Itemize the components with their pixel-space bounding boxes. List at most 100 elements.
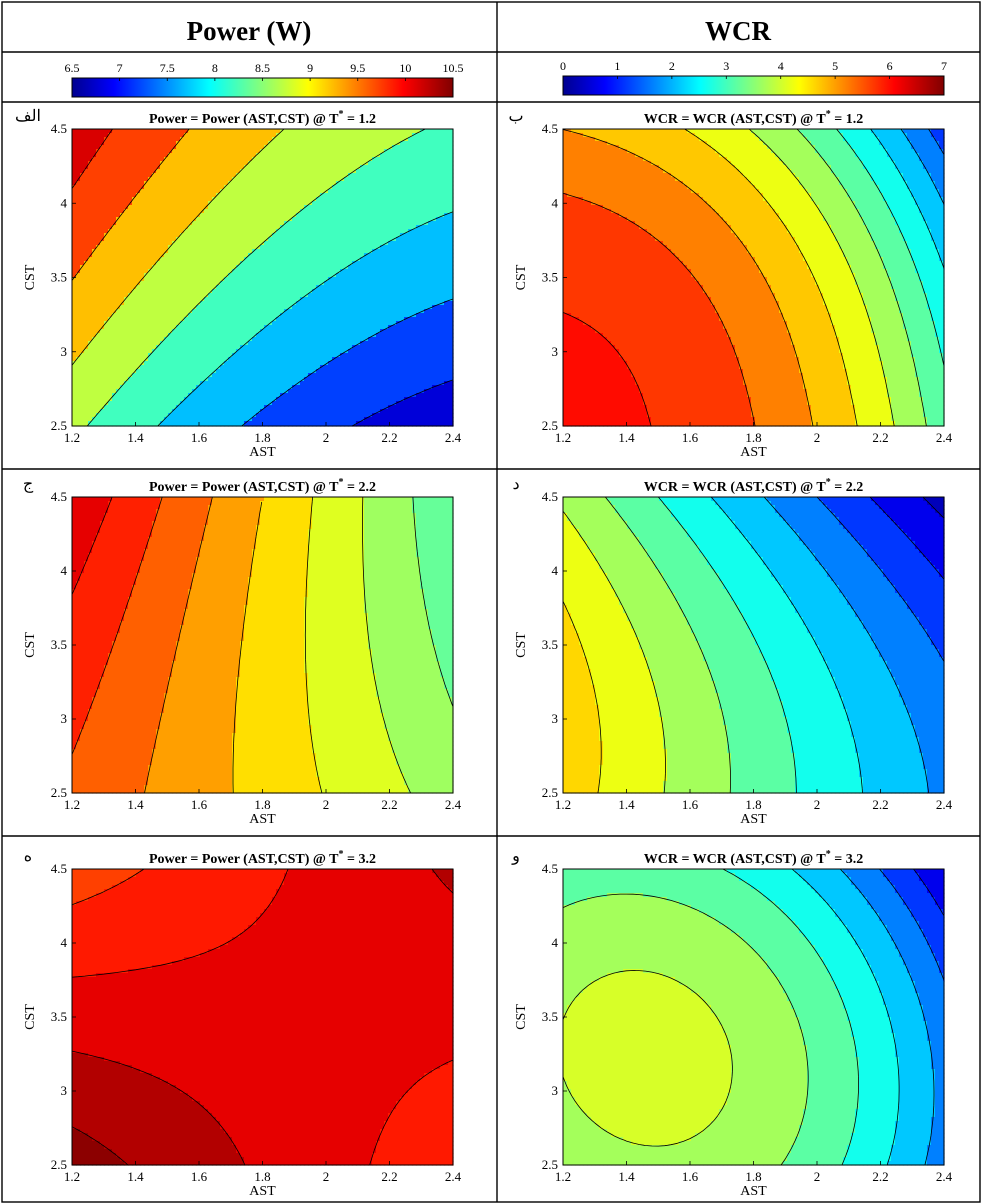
- contour-band-cell: [120, 157, 125, 162]
- contour-band-cell: [336, 153, 341, 158]
- contour-band-cell: [272, 333, 277, 338]
- contour-band-cell: [72, 229, 77, 234]
- contour-band-cell: [384, 277, 389, 282]
- contour-band-cell: [364, 133, 369, 138]
- contour-band-cell: [328, 161, 333, 166]
- contour-band-cell: [236, 281, 241, 286]
- contour-band-cell: [252, 229, 257, 234]
- contour-band-cell: [188, 305, 193, 310]
- contour-band-cell: [388, 153, 393, 158]
- contour-band-cell: [444, 193, 449, 198]
- contour-band-cell: [384, 257, 389, 262]
- contour-band-cell: [296, 145, 301, 150]
- contour-band-cell: [364, 173, 369, 178]
- contour-band-cell: [264, 309, 269, 314]
- contour-band-cell: [184, 313, 189, 318]
- contour-band-cell: [272, 269, 277, 274]
- contour-band-cell: [192, 305, 197, 310]
- contour-band-cell: [116, 245, 121, 250]
- contour-band-cell: [112, 301, 117, 306]
- contour-band-cell: [96, 165, 101, 170]
- contour-band-cell: [180, 257, 185, 262]
- contour-band-cell: [320, 277, 325, 282]
- contour-band-cell: [104, 253, 109, 258]
- contour-band-cell: [384, 265, 389, 270]
- contour-band-cell: [336, 133, 341, 138]
- contour-band-cell: [72, 313, 77, 318]
- contour-band-cell: [276, 233, 281, 238]
- contour-band-cell: [76, 185, 81, 190]
- contour-band-cell: [324, 213, 329, 218]
- contour-band-cell: [384, 149, 389, 154]
- contour-band-cell: [228, 181, 233, 186]
- contour-band-cell: [172, 241, 177, 246]
- contour-band-cell: [96, 309, 101, 314]
- contour-band-cell: [84, 157, 89, 162]
- contour-band-cell: [164, 269, 169, 274]
- contour-band-cell: [444, 293, 449, 298]
- contour-band-cell: [432, 209, 437, 214]
- contour-band-cell: [388, 177, 393, 182]
- contour-band-cell: [172, 325, 177, 330]
- contour-band-cell: [76, 237, 81, 242]
- contour-band-cell: [264, 257, 269, 262]
- contour-band-cell: [356, 313, 361, 318]
- contour-band-cell: [272, 285, 277, 290]
- contour-band-cell: [232, 157, 237, 162]
- contour-band-cell: [320, 165, 325, 170]
- contour-band-cell: [340, 193, 345, 198]
- contour-band-cell: [448, 221, 453, 226]
- contour-band-cell: [196, 193, 201, 198]
- contour-band-cell: [288, 245, 293, 250]
- contour-band-cell: [352, 325, 357, 330]
- contour-band-cell: [184, 205, 189, 210]
- contour-band-cell: [208, 277, 213, 282]
- contour-band-cell: [232, 213, 237, 218]
- contour-band-cell: [420, 153, 425, 158]
- contour-band-cell: [364, 205, 369, 210]
- contour-band-cell: [176, 157, 181, 162]
- contour-band-cell: [268, 181, 273, 186]
- contour-band-cell: [104, 181, 109, 186]
- contour-band-cell: [388, 237, 393, 242]
- contour-band-cell: [308, 141, 313, 146]
- contour-band-cell: [224, 177, 229, 182]
- contour-band-cell: [240, 213, 245, 218]
- contour-band-cell: [300, 241, 305, 246]
- contour-band-cell: [388, 185, 393, 190]
- contour-band-cell: [260, 297, 265, 302]
- contour-band-cell: [400, 169, 405, 174]
- contour-band-cell: [316, 133, 321, 138]
- contour-band-cell: [152, 149, 157, 154]
- contour-band-cell: [236, 249, 241, 254]
- contour-band-cell: [268, 193, 273, 198]
- contour-band-cell: [204, 161, 209, 166]
- contour-band-cell: [332, 129, 337, 134]
- contour-band-cell: [248, 317, 253, 322]
- contour-band-cell: [128, 141, 133, 146]
- contour-band-cell: [444, 181, 449, 186]
- contour-band-cell: [444, 329, 449, 334]
- contour-band-cell: [396, 281, 401, 286]
- contour-band-cell: [448, 141, 453, 146]
- contour-band-cell: [416, 153, 421, 158]
- contour-band-cell: [300, 297, 305, 302]
- contour-band-cell: [344, 257, 349, 262]
- contour-band-cell: [284, 189, 289, 194]
- contour-band-cell: [360, 157, 365, 162]
- contour-band-cell: [352, 133, 357, 138]
- contour-band-cell: [244, 185, 249, 190]
- contour-band-cell: [144, 145, 149, 150]
- contour-band-cell: [428, 261, 433, 266]
- contour-band-cell: [196, 301, 201, 306]
- contour-band-cell: [176, 129, 181, 134]
- contour-band-cell: [116, 321, 121, 326]
- contour-band-cell: [400, 329, 405, 334]
- contour-band-cell: [264, 253, 269, 258]
- contour-band-cell: [440, 249, 445, 254]
- contour-band-cell: [140, 169, 145, 174]
- contour-band-cell: [340, 129, 345, 134]
- contour-band-cell: [348, 173, 353, 178]
- contour-band-cell: [448, 197, 453, 202]
- contour-band-cell: [300, 317, 305, 322]
